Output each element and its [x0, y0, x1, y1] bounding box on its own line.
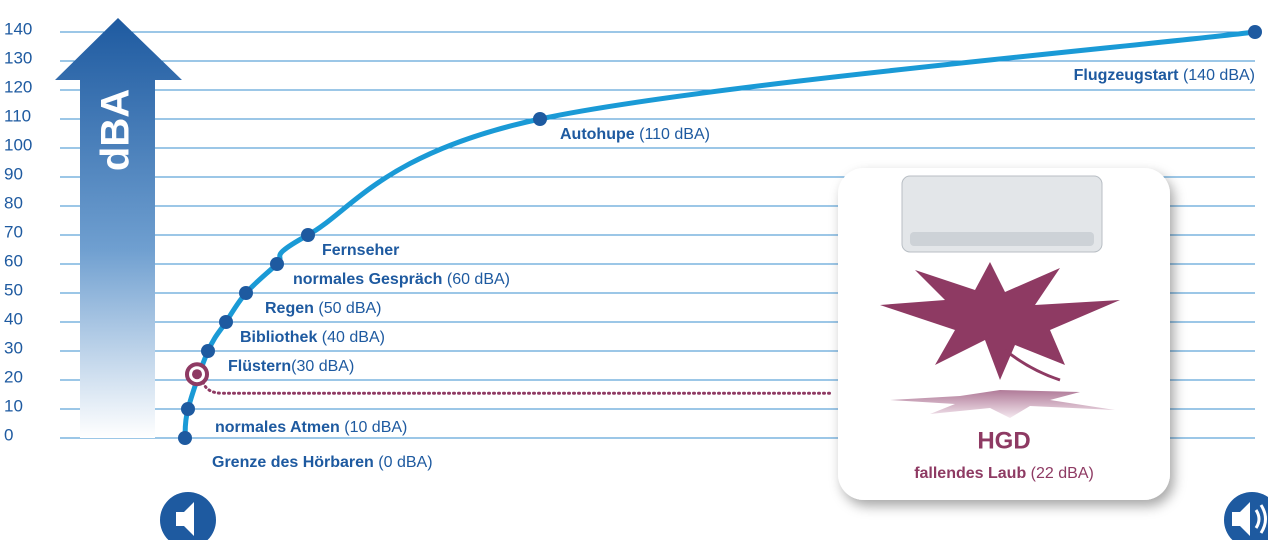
product-label: fallendes Laub (22 dBA) — [914, 465, 1094, 482]
point — [1248, 25, 1262, 39]
y-tick-label: 20 — [4, 367, 23, 386]
product-name: fallendes Laub — [914, 465, 1026, 482]
point-name: Bibliothek — [240, 329, 317, 346]
y-tick-label: 100 — [4, 135, 32, 154]
point — [178, 431, 192, 445]
point-name: Fernseher — [322, 242, 399, 259]
point-value: (140 dBA) — [1183, 67, 1255, 84]
y-tick-label: 60 — [4, 251, 23, 270]
point — [219, 315, 233, 329]
y-axis-label: dBA — [94, 89, 138, 171]
highlight-connector — [203, 382, 832, 393]
point-label: Bibliothek (40 dBA) — [240, 329, 385, 346]
point-name: Grenze des Hörbaren — [212, 454, 374, 471]
point-label: Grenze des Hörbaren (0 dBA) — [212, 454, 433, 471]
y-tick-label: 140 — [4, 19, 32, 38]
y-tick-label: 130 — [4, 48, 32, 67]
point-value: (110 dBA) — [639, 126, 710, 143]
point — [270, 257, 284, 271]
point — [239, 286, 253, 300]
y-tick-label: 80 — [4, 193, 23, 212]
point-value: (40 dBA) — [322, 329, 385, 346]
point-label: Autohupe (110 dBA) — [560, 126, 710, 143]
point-label: Flüstern(30 dBA) — [228, 358, 354, 375]
point-value: (0 dBA) — [378, 454, 432, 471]
point-label: Regen (50 dBA) — [265, 300, 382, 317]
speaker-low — [160, 492, 216, 540]
point-name: Regen — [265, 300, 314, 317]
point-label: Fernseher — [322, 242, 399, 259]
point-value: (50 dBA) — [318, 300, 381, 317]
point-name: normales Gespräch — [293, 271, 442, 288]
y-tick-label: 10 — [4, 396, 23, 415]
y-tick-label: 70 — [4, 222, 23, 241]
product-value: (22 dBA) — [1031, 465, 1094, 482]
point-value: (10 dBA) — [344, 419, 407, 436]
y-tick-label: 40 — [4, 309, 23, 328]
product-card: HGD fallendes Laub (22 dBA) — [838, 168, 1170, 500]
y-tick-label: 110 — [4, 106, 31, 125]
point — [533, 112, 547, 126]
y-tick-label: 0 — [4, 425, 13, 444]
point-value: (30 dBA) — [291, 358, 354, 375]
point-label: normales Atmen (10 dBA) — [215, 419, 407, 436]
point-value: (60 dBA) — [447, 271, 510, 288]
speaker-high — [1224, 492, 1268, 540]
product-title: HGD — [977, 427, 1030, 454]
chart: 0 10 20 30 40 50 60 70 80 90 100 110 120 130 140 dBA G… — [0, 0, 1268, 540]
y-tick-label: 120 — [4, 77, 32, 96]
point — [201, 344, 215, 358]
point — [301, 228, 315, 242]
ac-vent — [910, 232, 1094, 246]
y-tick-label: 50 — [4, 280, 23, 299]
point — [181, 402, 195, 416]
point-label: Flugzeugstart (140 dBA) — [1074, 67, 1255, 84]
y-tick-label: 30 — [4, 338, 23, 357]
point-name: normales Atmen — [215, 419, 340, 436]
point-name: Flugzeugstart — [1074, 67, 1180, 84]
axis-arrow — [55, 18, 182, 438]
point-name: Autohupe — [560, 126, 635, 143]
y-tick-label: 90 — [4, 164, 23, 183]
highlight-core — [192, 369, 202, 379]
point-label: normales Gespräch (60 dBA) — [293, 271, 510, 288]
point-name: Flüstern — [228, 358, 291, 375]
